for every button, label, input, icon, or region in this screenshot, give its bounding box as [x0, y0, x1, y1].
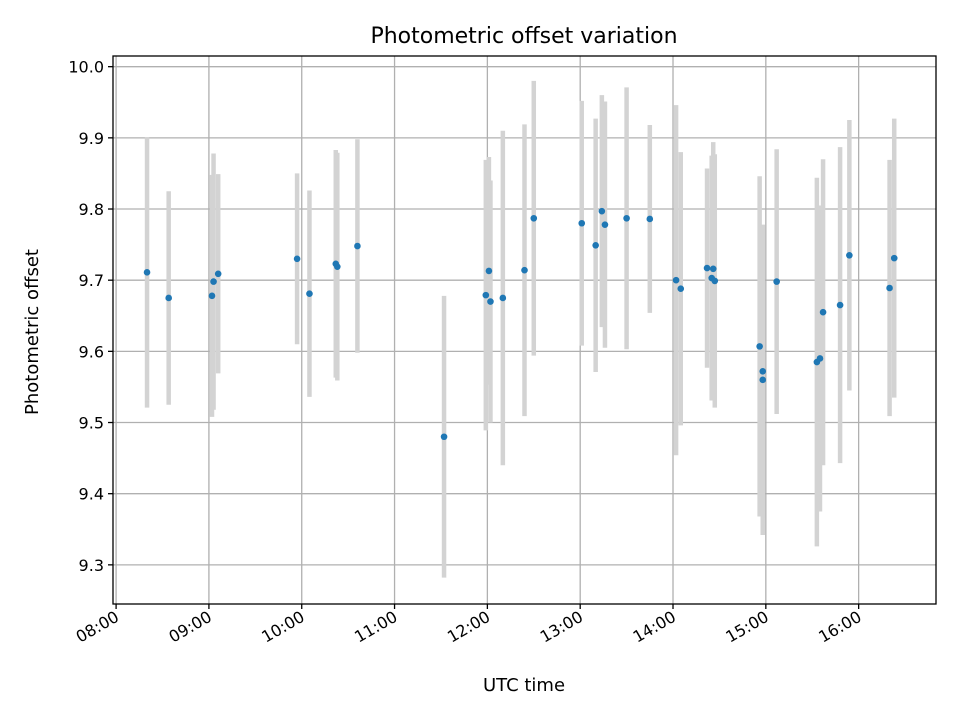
x-axis-label: UTC time	[483, 675, 565, 696]
plot-frame	[112, 55, 937, 605]
data-point	[485, 267, 493, 275]
error-bars	[144, 80, 897, 578]
data-point	[208, 292, 216, 300]
data-point	[836, 301, 844, 309]
data-point	[530, 214, 538, 222]
x-tick-label: 08:00	[73, 607, 122, 647]
y-tick-label: 9.9	[79, 129, 104, 148]
data-point	[334, 263, 341, 270]
data-point	[759, 367, 767, 375]
x-tick-label: 16:00	[815, 607, 864, 647]
data-point	[819, 308, 827, 316]
x-tick-label: 12:00	[444, 607, 493, 647]
data-point	[709, 265, 717, 273]
data-point	[165, 294, 172, 302]
y-tick-label: 9.8	[79, 200, 104, 219]
x-tick-label: 09:00	[165, 607, 214, 647]
y-tick-label: 9.7	[79, 271, 104, 290]
data-point	[482, 291, 490, 299]
chart-title: Photometric offset variation	[370, 24, 677, 49]
data-point	[623, 214, 630, 222]
data-point	[210, 278, 217, 285]
x-tick-label: 11:00	[351, 607, 400, 647]
data-point	[521, 266, 528, 274]
data-point	[598, 207, 606, 215]
x-tick-label: 14:00	[630, 607, 679, 647]
x-tick-label: 15:00	[722, 607, 771, 647]
data-point	[816, 355, 824, 362]
x-tick-label: 10:00	[258, 607, 307, 647]
data-point	[578, 219, 586, 227]
data-point	[759, 376, 767, 384]
data-point	[773, 278, 780, 285]
data-point	[886, 284, 893, 292]
y-axis-label: Photometric offset	[22, 249, 43, 415]
y-tick-label: 9.5	[79, 414, 104, 433]
data-point	[499, 294, 507, 302]
data-point	[293, 255, 301, 263]
y-tick-label: 9.3	[79, 556, 104, 575]
data-point	[306, 290, 313, 298]
data-point	[143, 269, 151, 276]
data-point	[646, 215, 654, 223]
data-point	[703, 264, 711, 272]
data-point	[711, 277, 719, 285]
data-point	[672, 276, 680, 284]
data-point	[756, 343, 763, 350]
data-point	[601, 221, 609, 228]
data-point	[890, 254, 898, 262]
y-tick-label: 9.6	[79, 342, 104, 361]
y-tick-label: 10.0	[68, 58, 104, 77]
data-point	[846, 251, 853, 259]
y-tick-label: 9.4	[79, 485, 104, 504]
data-point	[214, 270, 222, 278]
data-point	[487, 298, 494, 305]
data-point	[354, 242, 361, 250]
data-point	[440, 433, 448, 441]
x-tick-label: 13:00	[537, 607, 586, 647]
data-points	[143, 207, 898, 441]
data-point	[677, 285, 685, 293]
data-point	[592, 242, 599, 249]
